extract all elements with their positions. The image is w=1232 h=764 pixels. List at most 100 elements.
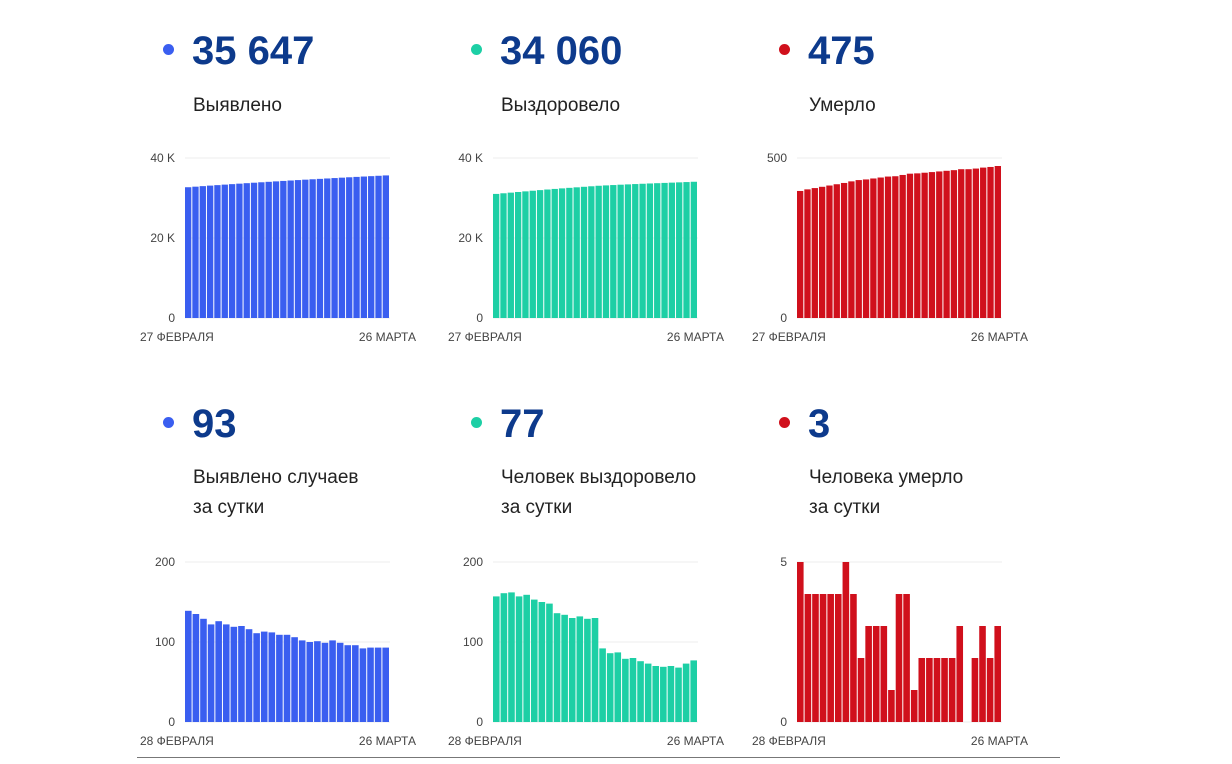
bar	[606, 653, 614, 722]
bar	[566, 187, 573, 318]
bar	[280, 180, 287, 318]
bar	[192, 614, 200, 722]
bar	[329, 640, 336, 722]
bar	[314, 641, 321, 722]
bar	[382, 647, 389, 722]
bar	[654, 183, 661, 318]
y-tick-label: 0	[780, 715, 787, 729]
y-tick-label: 20 K	[150, 231, 175, 245]
bar	[903, 594, 910, 722]
y-tick-label: 5	[780, 555, 787, 569]
bar	[818, 186, 826, 318]
y-tick-label: 40 K	[150, 151, 175, 165]
stat-label-line1: Выявлено случаев	[193, 467, 359, 488]
bar	[926, 658, 933, 722]
bar	[591, 618, 599, 722]
bar	[309, 179, 316, 318]
bar	[812, 594, 819, 722]
bar	[855, 180, 862, 318]
bar	[544, 189, 551, 318]
bar	[250, 182, 258, 318]
bar	[238, 626, 245, 722]
bar	[368, 176, 375, 318]
bar	[302, 179, 309, 318]
bar	[948, 658, 956, 722]
stat-value: 3	[808, 402, 831, 446]
bar	[346, 177, 353, 318]
bar	[979, 626, 986, 722]
bar	[682, 663, 690, 722]
bar	[994, 166, 1001, 318]
bar	[291, 637, 298, 722]
bar	[622, 658, 629, 722]
bar	[568, 618, 576, 722]
bar	[865, 626, 872, 722]
bar	[872, 626, 880, 722]
bar	[561, 614, 568, 722]
bar	[877, 177, 884, 318]
bar	[595, 185, 602, 318]
bar	[551, 188, 558, 318]
bar	[245, 629, 253, 722]
bar	[972, 168, 980, 318]
bar	[331, 178, 338, 318]
bar	[588, 186, 595, 318]
x-start-label: 27 ФЕВРАЛЯ	[448, 330, 522, 344]
bar	[676, 182, 683, 318]
x-end-label: 26 МАРТА	[359, 734, 416, 748]
bar	[639, 183, 646, 318]
bar	[804, 189, 811, 318]
bar	[986, 658, 994, 722]
bar	[965, 169, 972, 318]
bar	[690, 181, 697, 318]
bar	[827, 594, 834, 722]
bar	[353, 176, 360, 318]
bar	[857, 658, 865, 722]
bar	[918, 658, 926, 722]
bar	[617, 184, 624, 318]
bar	[971, 658, 979, 722]
bar	[336, 642, 344, 722]
bar	[258, 182, 265, 318]
stat-label-line2: за сутки	[809, 497, 881, 518]
bar	[936, 171, 943, 318]
bar	[850, 594, 857, 722]
bar	[215, 621, 222, 722]
bar	[958, 169, 965, 318]
bar	[624, 184, 632, 318]
chart-deaths-daily: 0 5 28 ФЕВРАЛЯ 26 МАРТА	[752, 555, 1028, 748]
bar	[493, 193, 500, 318]
bar	[185, 187, 192, 318]
bar	[507, 192, 514, 318]
bar	[185, 610, 192, 722]
bar	[884, 176, 892, 318]
bar	[862, 179, 870, 318]
x-start-label: 28 ФЕВРАЛЯ	[448, 734, 522, 748]
bar	[260, 631, 268, 722]
x-start-label: 28 ФЕВРАЛЯ	[140, 734, 214, 748]
bar	[536, 190, 544, 318]
bar	[661, 182, 668, 318]
bar	[956, 626, 964, 722]
x-start-label: 28 ФЕВРАЛЯ	[752, 734, 826, 748]
bar	[994, 626, 1001, 722]
bar	[811, 188, 818, 318]
y-tick-label: 0	[780, 311, 787, 325]
green-dot-icon	[471, 417, 482, 428]
bar	[230, 626, 238, 722]
y-tick-label: 0	[476, 715, 483, 729]
bar	[797, 190, 804, 318]
bar	[675, 667, 682, 722]
bar	[529, 190, 536, 318]
bar	[515, 596, 523, 722]
bar	[914, 173, 921, 318]
bar	[834, 594, 842, 722]
chart-deaths-total: 0 500 27 ФЕВРАЛЯ 26 МАРТА	[752, 151, 1028, 344]
bar	[222, 624, 230, 722]
bar	[359, 648, 367, 722]
y-tick-label: 0	[168, 715, 175, 729]
bar	[833, 184, 840, 318]
bar	[352, 645, 359, 722]
bar	[646, 183, 654, 318]
bar	[580, 186, 588, 318]
